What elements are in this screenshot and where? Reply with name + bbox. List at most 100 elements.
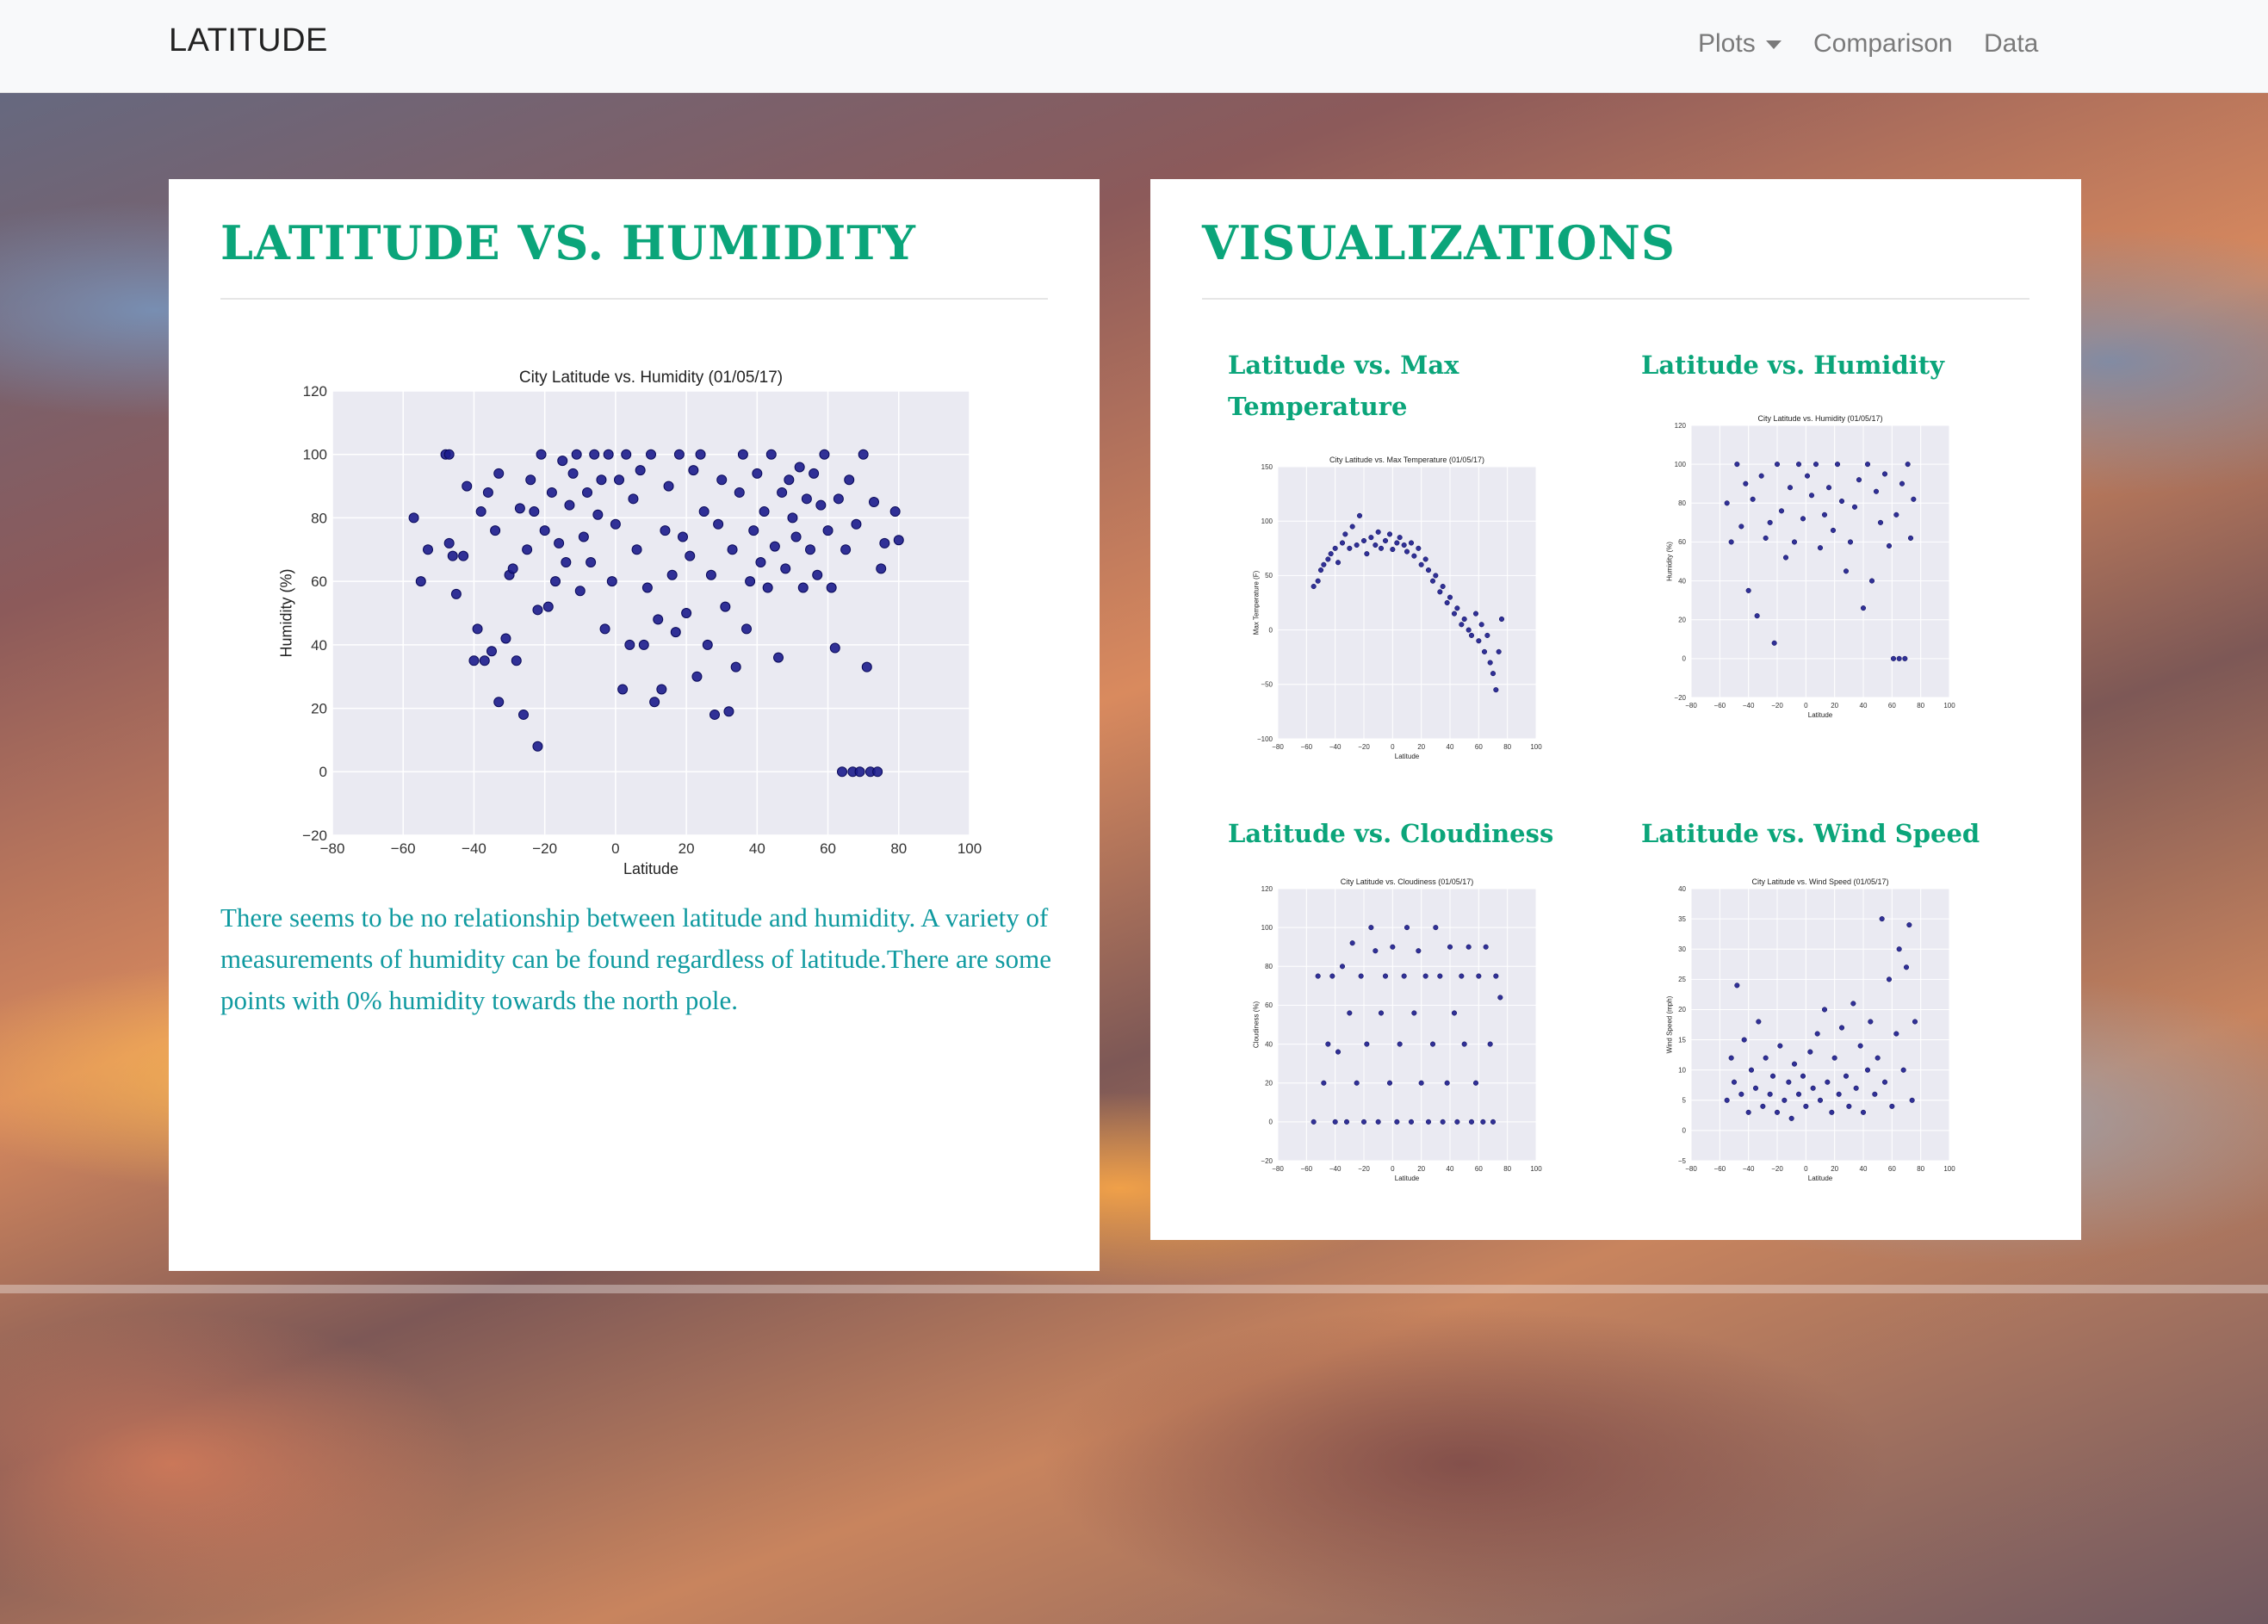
- max-temperature-thumbnail[interactable]: −80 −60 −40 −20 0 20 40 60 80 100 −100 −50 0 50 100 150…: [1236, 446, 1555, 773]
- data-point: [415, 576, 426, 587]
- y-tick-label: 40: [311, 637, 327, 654]
- data-point: [1795, 1091, 1802, 1097]
- navbar-brand[interactable]: LATITUDE: [169, 22, 328, 59]
- data-point: [730, 661, 741, 673]
- data-point: [809, 468, 820, 479]
- data-point: [745, 576, 756, 587]
- data-point: [1879, 916, 1885, 922]
- data-point: [1390, 547, 1396, 553]
- data-point: [1731, 1079, 1738, 1085]
- x-tick-label: 100: [1530, 1165, 1542, 1173]
- data-point: [1364, 1041, 1370, 1047]
- data-point: [812, 569, 823, 580]
- data-point: [1490, 671, 1497, 677]
- cloudiness-thumbnail[interactable]: −80 −60 −40 −20 0 20 40 60 80 100 −20 0 20 40 60 80 100 1…: [1236, 868, 1555, 1195]
- data-point: [737, 449, 748, 460]
- data-point: [443, 449, 455, 460]
- data-point: [691, 671, 703, 682]
- y-tick-label: 0: [1682, 655, 1687, 663]
- data-point: [1836, 1091, 1842, 1097]
- data-point: [592, 509, 604, 520]
- data-point: [1782, 1097, 1788, 1103]
- humidity-thumbnail[interactable]: −80 −60 −40 −20 0 20 40 60 80 100 −20 0 20 40 60 80 100 1…: [1650, 405, 1968, 732]
- data-point: [1321, 561, 1327, 567]
- data-point: [765, 449, 777, 460]
- data-point: [546, 487, 557, 498]
- data-point: [1788, 1115, 1794, 1121]
- data-point: [727, 544, 738, 555]
- data-point: [1416, 948, 1422, 954]
- x-tick-label: −40: [1743, 1165, 1755, 1173]
- x-tick-label: 40: [1447, 1165, 1454, 1173]
- x-tick-label: 100: [957, 840, 982, 857]
- data-point: [1791, 539, 1798, 545]
- data-point: [1347, 545, 1353, 551]
- nav-plots-label: Plots: [1698, 29, 1756, 58]
- y-tick-label: 20: [1678, 1006, 1686, 1013]
- data-point: [1425, 567, 1432, 573]
- data-point: [1433, 573, 1439, 579]
- data-point: [1368, 535, 1374, 541]
- viz-humidity-link[interactable]: Latitude vs. Humidity: [1641, 350, 1944, 380]
- nav-data[interactable]: Data: [1984, 29, 2039, 58]
- data-point: [408, 512, 419, 524]
- data-point: [1750, 496, 1756, 502]
- chart-title: City Latitude vs. Humidity (01/05/17): [1757, 414, 1882, 423]
- data-point: [603, 449, 614, 460]
- nav-comparison[interactable]: Comparison: [1813, 29, 1953, 58]
- data-point: [1868, 1019, 1874, 1025]
- data-point: [1476, 973, 1482, 979]
- x-tick-label: 80: [1503, 743, 1511, 751]
- data-point: [1774, 1109, 1781, 1115]
- data-point: [1461, 616, 1467, 623]
- data-point: [769, 541, 780, 552]
- x-tick-label: −60: [391, 840, 416, 857]
- data-point: [475, 506, 486, 518]
- y-tick-label: 20: [1678, 617, 1686, 624]
- data-point: [872, 766, 883, 778]
- data-point: [1451, 611, 1458, 617]
- nav-plots-dropdown[interactable]: Plots: [1698, 29, 1782, 59]
- data-point: [1804, 473, 1811, 479]
- data-point: [1349, 940, 1355, 946]
- data-point: [493, 697, 505, 708]
- y-tick-label: −20: [1261, 1157, 1273, 1165]
- viz-cloudiness-link[interactable]: Latitude vs. Cloudiness: [1228, 819, 1554, 848]
- y-axis-label: Humidity (%): [277, 568, 294, 657]
- data-point: [638, 639, 649, 650]
- data-point: [1375, 529, 1381, 535]
- plot-area: [1278, 889, 1536, 1161]
- data-point: [649, 697, 660, 708]
- chart-title: City Latitude vs. Max Temperature (01/05…: [1329, 456, 1484, 464]
- data-point: [1315, 578, 1321, 584]
- plot-area: [1691, 889, 1949, 1161]
- y-tick-label: −100: [1257, 735, 1273, 743]
- data-point: [1767, 1091, 1773, 1097]
- data-point: [1311, 1119, 1317, 1125]
- y-tick-label: 20: [311, 701, 327, 717]
- data-point: [532, 604, 543, 616]
- data-point: [780, 563, 791, 574]
- wind-speed-thumbnail[interactable]: −80 −60 −40 −20 0 20 40 60 80 100 −5 0 5 10 15 20 25 30 35…: [1650, 868, 1968, 1195]
- x-tick-label: 80: [1917, 1165, 1924, 1173]
- x-tick-label: 60: [1888, 702, 1896, 710]
- data-point: [1447, 944, 1453, 950]
- viz-wind-link[interactable]: Latitude vs. Wind Speed: [1641, 819, 1980, 848]
- x-tick-label: −60: [1301, 1165, 1313, 1173]
- x-tick-label: 100: [1943, 1165, 1955, 1173]
- x-tick-label: 20: [1417, 743, 1425, 751]
- data-point: [705, 569, 716, 580]
- data-point: [1857, 1043, 1863, 1049]
- viz-temp-link[interactable]: Latitude vs. Max Temperature: [1228, 350, 1459, 421]
- data-point: [1886, 976, 1893, 982]
- data-point: [815, 499, 827, 511]
- data-point: [1889, 1103, 1895, 1109]
- data-point: [1791, 1061, 1798, 1067]
- data-point: [1343, 1119, 1350, 1125]
- x-tick-label: −20: [1771, 702, 1783, 710]
- data-point: [1394, 1119, 1400, 1125]
- data-point: [844, 474, 855, 486]
- data-point: [564, 499, 575, 511]
- x-tick-label: 20: [1417, 1165, 1425, 1173]
- data-point: [787, 512, 798, 524]
